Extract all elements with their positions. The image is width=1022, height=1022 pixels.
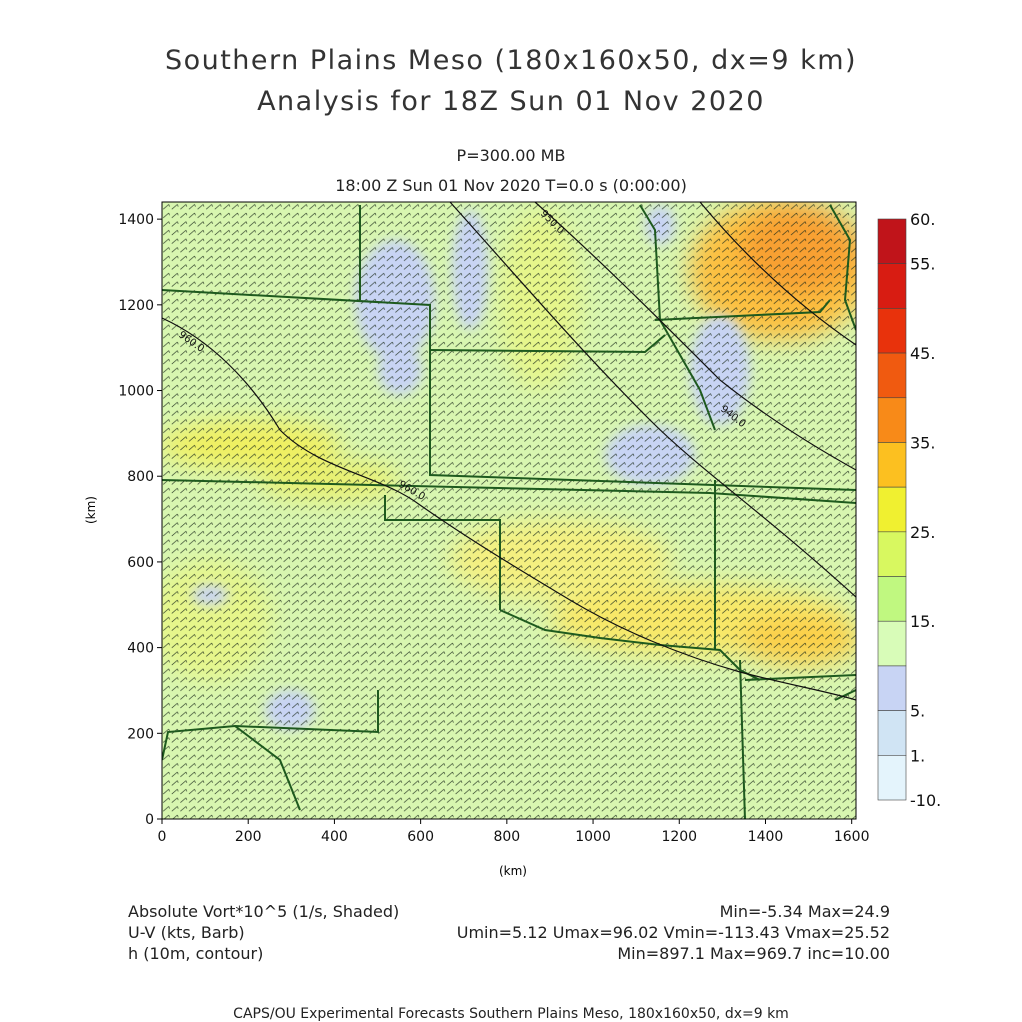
colorbar-swatch <box>877 755 907 801</box>
colorbar-label: -10. <box>910 791 941 810</box>
height-legend-label: h (10m, contour) <box>128 944 264 963</box>
colorbar-swatch <box>877 442 907 488</box>
y-tick-label: 1000 <box>118 384 154 400</box>
plot-area: 960.0 960.0 950.0 940.0 <box>162 202 856 819</box>
height-contours <box>162 202 856 701</box>
colorbar-label: 55. <box>910 255 935 274</box>
y-tick-label: 0 <box>145 812 154 828</box>
colorbar-label: 1. <box>910 746 925 765</box>
colorbar-swatch <box>877 486 907 533</box>
colorbar: 60. 55. 45. 35. 25. 15. 5. 1. -10. <box>877 210 941 810</box>
x-tick-label: 800 <box>493 829 520 845</box>
x-tick-label: 600 <box>407 829 434 845</box>
x-tick-label: 0 <box>158 829 167 845</box>
colorbar-swatch <box>877 531 907 577</box>
x-tick-label: 1600 <box>834 829 870 845</box>
x-tick-label: 400 <box>321 829 348 845</box>
x-tick-label: 1000 <box>575 829 611 845</box>
y-axis: 0 200 400 600 800 1000 1200 1400 <box>118 212 162 828</box>
wind-barbs <box>162 202 856 819</box>
colorbar-swatch <box>877 576 907 622</box>
colorbar-label: 25. <box>910 523 935 542</box>
colorbar-swatch <box>877 352 907 399</box>
colorbar-swatch <box>877 218 907 264</box>
colorbar-label: 45. <box>910 344 935 363</box>
y-axis-label: (km) <box>84 496 98 524</box>
colorbar-swatch <box>877 665 907 711</box>
footer-credit: CAPS/OU Experimental Forecasts Southern … <box>233 1006 789 1022</box>
state-borders <box>162 204 856 819</box>
valid-time: 18:00 Z Sun 01 Nov 2020 T=0.0 s (0:00:00… <box>335 176 687 195</box>
x-tick-label: 1200 <box>661 829 697 845</box>
y-tick-label: 600 <box>127 555 154 571</box>
title-line-1: Southern Plains Meso (180x160x50, dx=9 k… <box>164 45 858 76</box>
colorbar-label: 5. <box>910 702 925 721</box>
colorbar-swatch <box>877 263 907 309</box>
plot-frame <box>161 201 857 820</box>
y-tick-label: 400 <box>127 641 154 657</box>
colorbar-label: 60. <box>910 210 935 229</box>
wind-legend-label: U-V (kts, Barb) <box>128 923 245 942</box>
pressure-level: P=300.00 MB <box>456 146 566 165</box>
x-axis-label: (km) <box>499 864 527 878</box>
y-tick-label: 1200 <box>118 298 154 314</box>
colorbar-swatch <box>877 397 907 443</box>
colorbar-swatch <box>877 308 907 354</box>
y-tick-label: 1400 <box>118 212 154 228</box>
y-tick-label: 200 <box>127 726 154 742</box>
vort-legend-label: Absolute Vort*10^5 (1/s, Shaded) <box>128 902 400 921</box>
colorbar-label: 15. <box>910 612 935 631</box>
colorbar-swatch <box>877 620 907 667</box>
x-tick-label: 200 <box>235 829 262 845</box>
wind-legend-stats: Umin=5.12 Umax=96.02 Vmin=-113.43 Vmax=2… <box>456 923 890 942</box>
y-tick-label: 800 <box>127 469 154 485</box>
vort-legend-stats: Min=-5.34 Max=24.9 <box>719 902 890 921</box>
height-legend-stats: Min=897.1 Max=969.7 inc=10.00 <box>617 944 890 963</box>
colorbar-swatch <box>877 710 907 756</box>
x-axis: 0 200 400 600 800 1000 1200 1400 1600 <box>158 819 870 845</box>
colorbar-label: 35. <box>910 433 935 452</box>
x-tick-label: 1400 <box>748 829 784 845</box>
title-line-2: Analysis for 18Z Sun 01 Nov 2020 <box>257 86 765 117</box>
